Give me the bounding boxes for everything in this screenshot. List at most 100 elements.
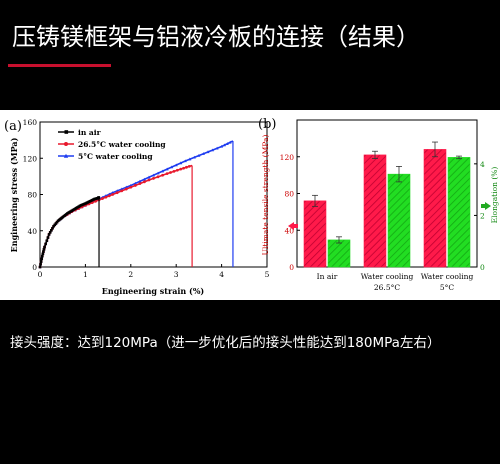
data-point [169,171,172,174]
data-point [129,183,133,187]
data-point [115,191,119,195]
data-point [143,180,146,184]
data-point [48,231,52,234]
data-point [172,169,176,173]
left-tick-label: 120 [280,153,295,162]
slide-title: 压铸镁框架与铝液冷板的连接（结果） [12,23,420,51]
right-tick-label: 0 [480,263,485,272]
panel-a-label: (a) [4,119,22,134]
data-point [183,159,187,163]
data-point [152,173,155,177]
data-point [161,169,165,173]
legend-marker [64,142,68,146]
left-tick-label: 80 [284,190,294,199]
data-point [156,171,160,175]
y-tick-label: 120 [23,154,38,163]
category-label: Water cooling [361,272,414,281]
data-point [222,143,226,147]
data-point [94,199,98,203]
right-tick-label: 2 [480,211,485,220]
bar-elongation [447,157,471,268]
left-axis-arrow-icon [288,222,298,230]
category-label: 5°C [440,283,455,292]
data-point [129,185,133,189]
y-tick-label: 0 [32,263,37,272]
data-point [165,172,169,176]
y-tick-label: 160 [23,118,38,127]
data-point [51,226,54,230]
y-tick-label: 80 [27,191,37,200]
x-tick-label: 3 [174,270,179,279]
data-point [120,187,124,191]
data-point [42,248,46,251]
data-point [44,242,47,246]
data-point [41,252,45,256]
data-point [133,184,137,187]
data-point [206,150,210,154]
data-point [225,142,229,145]
data-point [46,236,50,239]
data-point [53,223,57,227]
legend-label-2: 5°C water cooling [78,152,153,161]
data-point [228,140,232,144]
data-point [55,220,59,224]
bar-uts [423,149,447,268]
bar-elongation [327,239,351,268]
panel-b-ylabel-left: Ultimate tensile strength (MPa) [261,135,270,256]
x-tick-label: 2 [128,270,133,279]
left-tick-label: 0 [289,263,294,272]
data-point [174,163,178,167]
data-point [192,155,196,159]
data-point [104,195,108,199]
stress-strain-chart: (a) 0 1 2 3 4 5 0 40 80 120 160 in air 26.5°C wate… [4,118,270,296]
data-point [42,250,45,253]
data-point [215,146,219,150]
data-point [197,153,201,157]
y-tick-label: 40 [27,227,37,236]
data-point [52,224,55,228]
data-point [40,257,44,261]
legend-marker [64,130,69,134]
panel-a-xlabel: Engineering strain (%) [102,286,205,296]
data-point [38,265,42,269]
data-point [161,173,164,177]
panel-b-label: (b) [258,117,276,132]
data-point [124,185,128,189]
title-underline [8,64,111,67]
data-point [138,182,142,186]
panel-b-ylabel-right: Elongation (%) [490,167,499,224]
bar-uts [363,154,387,268]
panel-a-ylabel: Engineering stress (MPa) [9,137,19,252]
strength-elongation-chart: (b) 0 40 80 120 0 2 4 In air Water cooling 26.5… [258,117,499,292]
data-point [170,165,174,169]
x-tick-label: 0 [38,270,43,279]
data-point [182,166,185,170]
data-point [165,167,169,171]
slide-caption: 接头强度：达到120MPa（进一步优化后的接头性能达到180MPa左右） [10,335,441,351]
category-label: Water cooling [421,272,474,281]
data-point [187,165,191,168]
data-point [120,189,124,193]
legend-label-0: in air [78,128,102,137]
data-point [54,222,58,225]
data-point [107,194,111,198]
right-axis-arrow-icon [481,202,491,210]
data-point [220,144,224,148]
data-point [101,197,104,200]
data-point [147,175,151,179]
data-point [147,178,151,182]
data-point [188,157,192,161]
data-point [142,177,146,181]
data-point [201,152,205,155]
data-point [211,148,215,152]
x-tick-label: 5 [265,270,270,279]
x-tick-label: 4 [219,270,224,279]
bar-elongation [387,173,411,268]
category-label: 26.5°C [374,283,400,292]
data-point [115,189,119,193]
left-tick-label: 40 [284,226,294,235]
legend-marker [63,153,69,158]
data-point [50,228,53,232]
data-point [45,239,49,243]
